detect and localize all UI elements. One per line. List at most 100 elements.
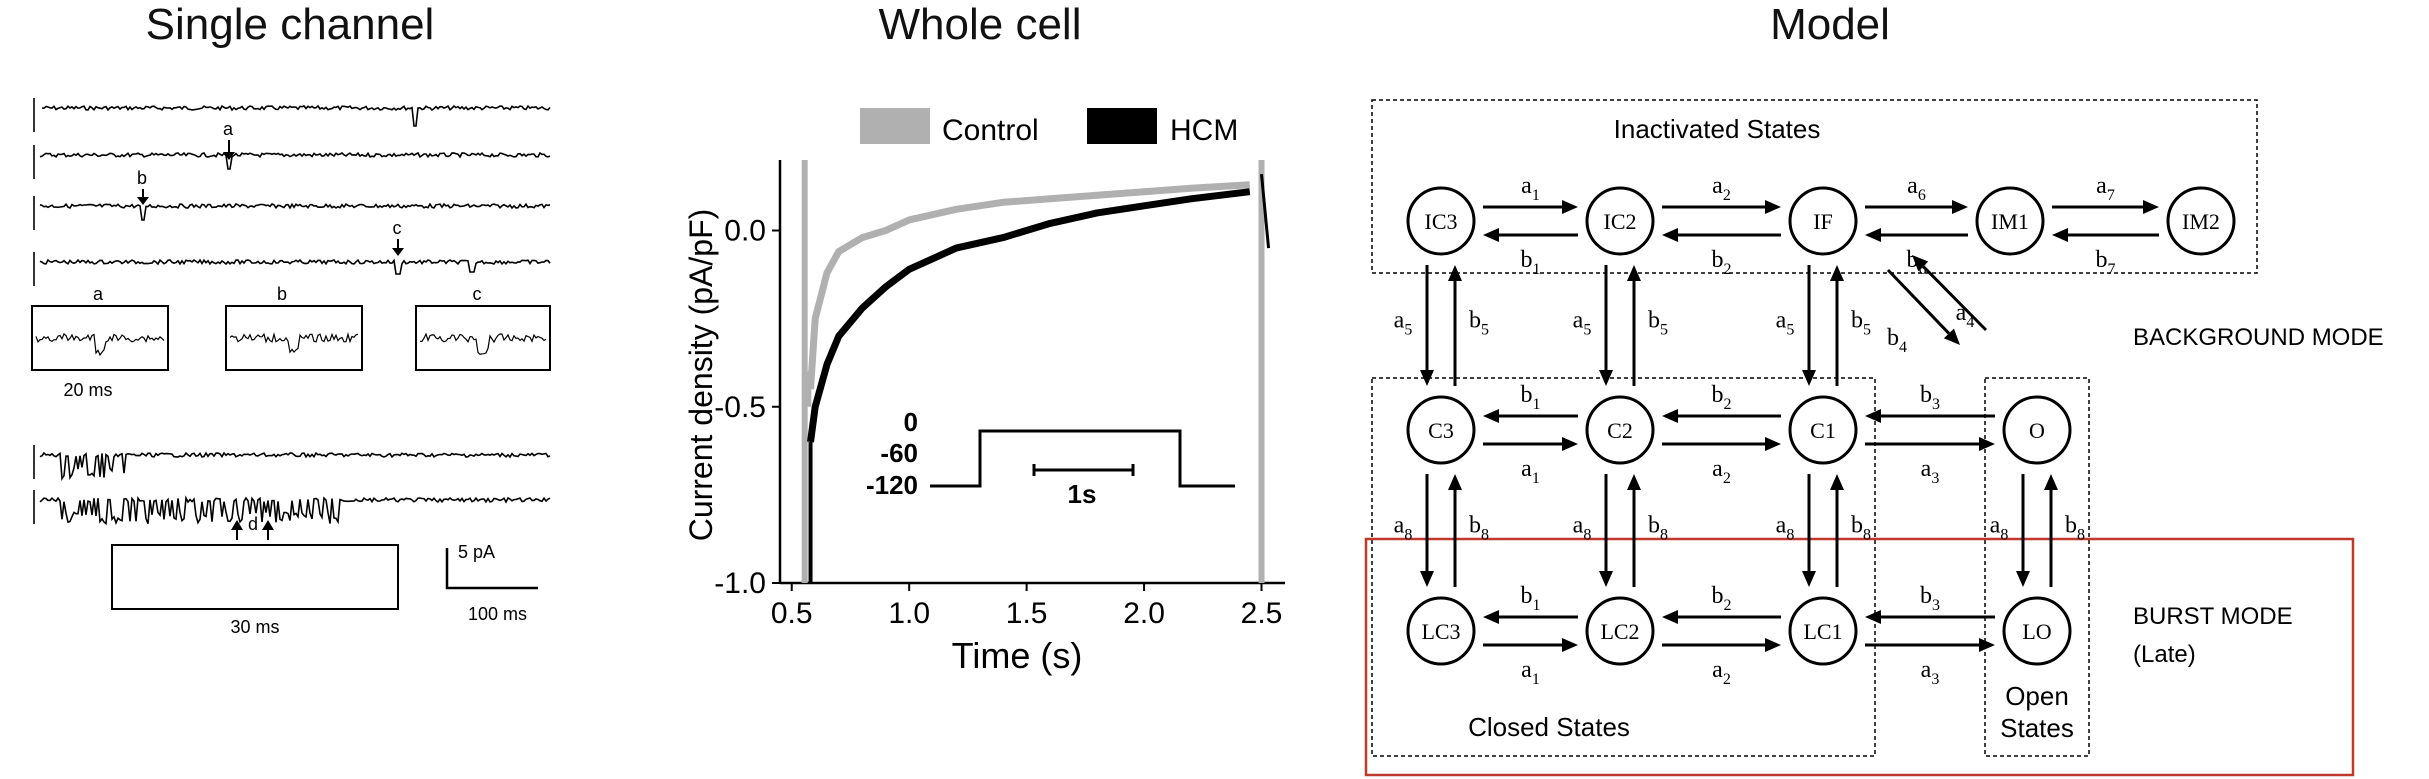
scale-bar-x-label: 100 ms (468, 604, 527, 624)
event-label-a: a (223, 119, 234, 139)
rate-label: a8 (1776, 513, 1795, 544)
transition-arrowhead (1662, 409, 1678, 423)
transition-arrowhead (1830, 474, 1844, 490)
state-node-if (1788, 186, 1858, 256)
rate-label: b1 (1521, 247, 1541, 278)
legend-swatch-hcm (1087, 108, 1157, 144)
state-label-ic3: IC3 (1425, 209, 1458, 234)
state-label-c2: C2 (1607, 418, 1633, 443)
inset-trace (419, 332, 547, 355)
hcm-tail-artifact (1260, 173, 1271, 249)
state-node-o (2002, 395, 2072, 465)
transition-arrowhead (1802, 370, 1816, 386)
protocol-level-60: -60 (880, 438, 918, 468)
transition-arrowhead (1912, 255, 1929, 272)
protocol-level-120: -120 (866, 470, 918, 500)
transition-arrowhead (1562, 200, 1578, 214)
state-label-lc1: LC1 (1803, 619, 1842, 644)
transition-arrowhead (1865, 409, 1881, 423)
transition-arrowhead (1448, 265, 1462, 281)
rate-label: a1 (1521, 657, 1540, 688)
transition-arrowhead (1627, 474, 1641, 490)
model-title: Model (1770, 0, 1890, 49)
state-label-im1: IM1 (1991, 209, 2029, 234)
inset-label-c: c (473, 284, 482, 304)
inset-label-a: a (93, 284, 104, 304)
rate-label: b8 (1469, 513, 1489, 544)
state-node-ic2 (1585, 186, 1655, 256)
state-label-ic2: IC2 (1604, 209, 1637, 234)
x-tick-label: 2.5 (1241, 597, 1283, 630)
transition-arrowhead (1662, 610, 1678, 624)
rate-label: a5 (1394, 308, 1413, 339)
rate-label: a8 (1573, 513, 1592, 544)
transition-arrowhead (1562, 437, 1578, 451)
protocol-scale-label: 1s (1068, 479, 1097, 509)
channel-trace (39, 495, 551, 526)
rate-label: a1 (1521, 173, 1540, 204)
axis-ticks: 0.5 1.0 1.5 2.0 2.5 0.0 -0.5 -1.0 (714, 215, 1282, 631)
event-arrowhead-b (137, 197, 149, 205)
legend-swatch-control (860, 108, 930, 144)
transition-arrows (1420, 200, 2159, 652)
state-node-ic3 (1406, 186, 1476, 256)
x-axis-label: Time (s) (952, 635, 1083, 676)
event-label-c: c (393, 218, 402, 238)
burst-inset-scale-label: 30 ms (230, 617, 279, 637)
x-tick-label: 1.5 (1006, 597, 1048, 630)
transition-arrowhead (1483, 228, 1499, 242)
rate-label: b6 (1907, 247, 1927, 278)
state-label-o: O (2029, 418, 2045, 443)
transition-arrowhead (1765, 437, 1781, 451)
state-label-c1: C1 (1810, 418, 1836, 443)
series-line-hcm (807, 188, 1251, 443)
state-label-lc3: LC3 (1421, 619, 1460, 644)
state-label-lo: LO (2022, 619, 2051, 644)
transition-arrowhead (1420, 370, 1434, 386)
closed-states-label: Closed States (1468, 712, 1630, 742)
rate-label: b2 (1712, 247, 1732, 278)
transition-arrowhead (1830, 265, 1844, 281)
inset-box-c (415, 305, 551, 371)
transition-arrowhead (1599, 571, 1613, 587)
state-node-lc2 (1585, 596, 1655, 666)
event-arrowhead-c (392, 248, 404, 256)
burst-arrowhead-left (231, 520, 243, 530)
background-mode-label: BACKGROUND MODE (2133, 324, 2384, 351)
inset-trace (229, 331, 359, 354)
rate-label: a8 (1990, 513, 2009, 544)
transition-arrowhead (1448, 474, 1462, 490)
x-tick-label: 1.0 (888, 597, 930, 630)
rate-label: b2 (1712, 382, 1732, 413)
rate-label: b7 (2096, 247, 2116, 278)
rate-label: b5 (1851, 308, 1871, 339)
transition-arrowhead (1765, 638, 1781, 652)
transition-arrowhead (2143, 200, 2159, 214)
transition-arrowhead (2052, 228, 2068, 242)
transition-arrowhead (1943, 328, 1960, 345)
burst-inset-box (111, 544, 399, 610)
rate-label: a5 (1573, 308, 1592, 339)
burst-mode-box (1364, 537, 2355, 777)
rate-label: a8 (1394, 513, 1413, 544)
rate-label: a5 (1776, 308, 1795, 339)
state-label-lc2: LC2 (1600, 619, 1639, 644)
open-states-label: Open States (2000, 681, 2074, 743)
inset-trace (35, 333, 165, 357)
transition-arrowhead (1483, 610, 1499, 624)
transition-arrowhead (1483, 409, 1499, 423)
transition-arrowhead (1865, 610, 1881, 624)
rate-label: b8 (2065, 513, 2085, 544)
rate-label: a2 (1712, 456, 1731, 487)
inactivated-states-box (1371, 99, 2258, 274)
state-node-c3 (1406, 395, 1476, 465)
state-node-lo (2002, 596, 2072, 666)
transition-arrowhead (1599, 370, 1613, 386)
channel-trace (39, 151, 551, 170)
y-tick-label: 0.0 (724, 215, 766, 248)
scale-bar (445, 548, 538, 590)
state-label-im2: IM2 (2182, 209, 2220, 234)
rate-label: a7 (2096, 173, 2115, 204)
y-tick-label: -0.5 (714, 391, 766, 424)
